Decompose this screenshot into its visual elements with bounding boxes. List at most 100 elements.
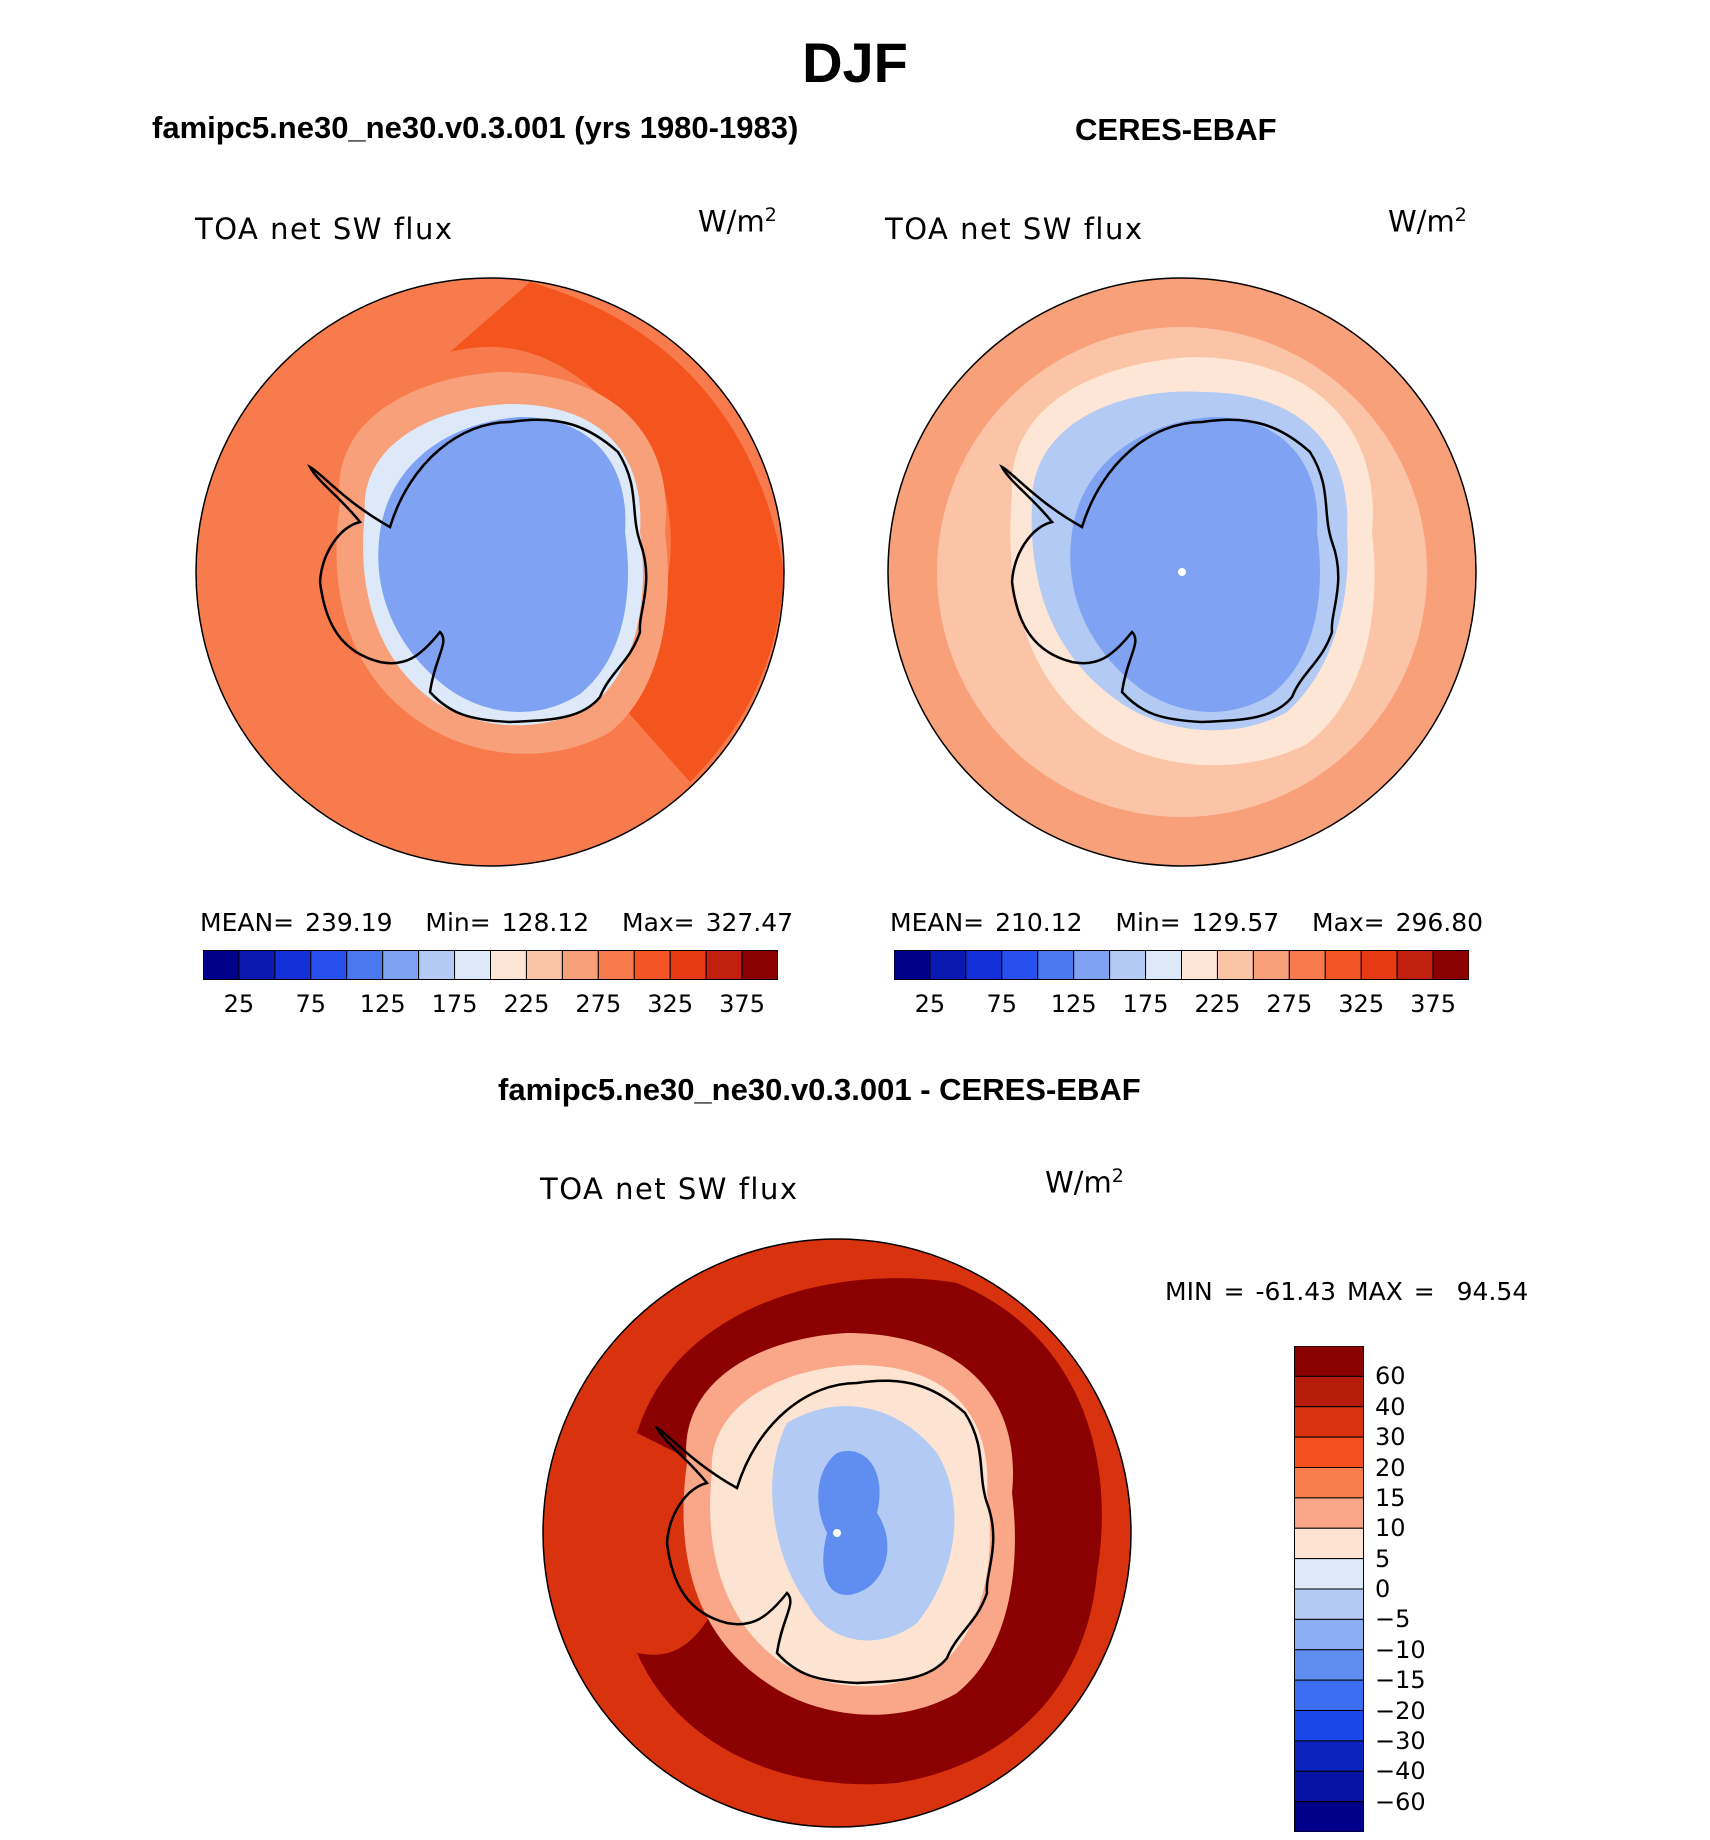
- obs-pole-marker: [1178, 568, 1186, 576]
- obs-colorbar-box: [1181, 950, 1218, 980]
- diff-colorbar-tick-label: −40: [1375, 1757, 1426, 1786]
- diff-colorbar-box: [1294, 1801, 1364, 1832]
- obs-max-value: 296.80: [1395, 908, 1484, 937]
- obs-colorbar-tick-label: 175: [1122, 990, 1169, 1018]
- obs-coastline: [999, 418, 1340, 724]
- diff-colorbar: [1294, 1346, 1364, 1832]
- diff-colorbar-box: [1294, 1375, 1364, 1408]
- obs-colorbar-box: [1037, 950, 1075, 980]
- model-colorbar-box: [490, 950, 527, 980]
- model-polar-map: [195, 277, 785, 867]
- obs-map-border: [887, 277, 1477, 867]
- obs-variable-label: TOA net SW flux: [885, 212, 1144, 246]
- model-field-high: [450, 282, 784, 782]
- model-colorbar-tick-label: 375: [719, 990, 765, 1018]
- diff-colorbar-tick-label: −60: [1375, 1787, 1426, 1816]
- diff-colorbar-box: [1294, 1710, 1364, 1742]
- obs-colorbar-box: [1360, 950, 1398, 980]
- obs-panel-title: CERES-EBAF: [1075, 112, 1277, 147]
- diff-variable-label: TOA net SW flux: [540, 1172, 799, 1206]
- obs-colorbar-tick-label: 25: [914, 990, 946, 1018]
- model-colorbar-tick-label: 225: [503, 990, 550, 1018]
- model-colorbar-tick-label: 25: [223, 990, 255, 1018]
- diff-colorbar-box: [1294, 1527, 1364, 1560]
- diff-min-value: -61.43: [1255, 1277, 1337, 1306]
- model-colorbar-tick-label: 75: [295, 990, 327, 1018]
- model-colorbar-box: [561, 950, 599, 980]
- model-coastline: [307, 418, 648, 724]
- obs-colorbar-box: [965, 950, 1003, 980]
- diff-polar-map: [542, 1238, 1132, 1828]
- diff-colorbar-tick-label: 30: [1375, 1423, 1406, 1452]
- diff-colorbar-box: [1294, 1558, 1364, 1590]
- diff-colorbar-box: [1294, 1618, 1364, 1651]
- diff-colorbar-tick-label: −30: [1375, 1726, 1426, 1755]
- model-colorbar-box: [741, 950, 778, 980]
- obs-colorbar-tick-label: 225: [1194, 990, 1241, 1018]
- obs-unit-label: W/m2: [1388, 204, 1467, 239]
- model-mean-value: 239.19: [305, 908, 393, 937]
- diff-unit-label: W/m2: [1045, 1165, 1124, 1200]
- diff-colorbar-tick-label: −20: [1375, 1696, 1426, 1725]
- model-colorbar-box: [310, 950, 348, 980]
- obs-field-ice: [1070, 417, 1320, 712]
- model-panel-title: famipc5.ne30_ne30.v0.3.001 (yrs 1980-198…: [152, 110, 799, 145]
- diff-max-value: 94.54: [1456, 1277, 1529, 1306]
- model-colorbar-box: [238, 950, 276, 980]
- diff-colorbar-tick-label: 10: [1375, 1514, 1406, 1543]
- diff-colorbar-tick-label: 5: [1375, 1544, 1391, 1573]
- model-variable-label: TOA net SW flux: [195, 212, 454, 246]
- model-colorbar-box: [203, 950, 240, 980]
- model-colorbar-box: [454, 950, 491, 980]
- diff-colorbar-box: [1294, 1467, 1364, 1499]
- obs-colorbar-box: [929, 950, 967, 980]
- diff-colorbar-tick-label: 0: [1375, 1575, 1391, 1603]
- obs-colorbar-ticks: 25 75 125 175 225 275 325 375: [894, 990, 1469, 1020]
- model-colorbar-tick-label: 175: [431, 990, 478, 1018]
- diff-colorbar-tick-label: 40: [1375, 1392, 1406, 1421]
- diff-colorbar-box: [1294, 1588, 1364, 1620]
- diff-colorbar-box: [1294, 1406, 1364, 1438]
- diff-colorbar-ticks: 60 40 30 20 15 10 5 0 −5 −10 −15 −20 −30 −40 −60: [1375, 1346, 1465, 1832]
- obs-colorbar-box: [1109, 950, 1147, 980]
- model-colorbar-box: [633, 950, 671, 980]
- diff-colorbar-tick-label: −5: [1375, 1605, 1411, 1634]
- diff-colorbar-box: [1294, 1346, 1364, 1377]
- diff-colorbar-tick-label: 60: [1375, 1362, 1406, 1391]
- obs-colorbar-box: [1001, 950, 1039, 980]
- model-colorbar-ticks: 25 75 125 175 225 275 325 375: [203, 990, 778, 1020]
- model-colorbar-box: [382, 950, 420, 980]
- diff-colorbar-tick-label: 15: [1375, 1483, 1406, 1512]
- obs-colorbar-box: [1324, 950, 1362, 980]
- model-colorbar-tick-label: 275: [575, 990, 622, 1018]
- model-map-border: [195, 277, 785, 867]
- diff-colorbar-box: [1294, 1436, 1364, 1469]
- diff-colorbar-box: [1294, 1497, 1364, 1529]
- model-colorbar-box: [669, 950, 707, 980]
- obs-min-value: 129.57: [1191, 908, 1280, 937]
- obs-colorbar-tick-label: 75: [986, 990, 1018, 1018]
- model-colorbar: [203, 950, 778, 980]
- model-colorbar-box: [705, 950, 743, 980]
- diff-colorbar-tick-label: −10: [1375, 1635, 1426, 1664]
- model-colorbar-tick-label: 325: [647, 990, 694, 1018]
- diff-colorbar-box: [1294, 1740, 1364, 1772]
- obs-colorbar-box: [1145, 950, 1182, 980]
- diff-field-core: [818, 1451, 888, 1595]
- diff-colorbar-tick-label: −15: [1375, 1666, 1426, 1695]
- model-max-value: 327.47: [705, 908, 794, 937]
- model-colorbar-box: [346, 950, 384, 980]
- model-stats: MEAN= 239.19 Min= 128.12 Max= 327.47: [200, 908, 794, 937]
- obs-colorbar-box: [894, 950, 931, 980]
- obs-colorbar-box: [1216, 950, 1254, 980]
- model-colorbar-box: [525, 950, 563, 980]
- diff-coastline: [654, 1379, 995, 1685]
- obs-colorbar-box: [1432, 950, 1469, 980]
- model-colorbar-box: [597, 950, 635, 980]
- obs-colorbar-tick-label: 375: [1410, 990, 1456, 1018]
- model-field-ice: [378, 417, 628, 712]
- obs-colorbar-tick-label: 125: [1050, 990, 1097, 1018]
- diff-stats: MIN = -61.43 MAX = 94.54: [1165, 1277, 1529, 1306]
- obs-colorbar-tick-label: 325: [1338, 990, 1385, 1018]
- obs-colorbar-box: [1252, 950, 1290, 980]
